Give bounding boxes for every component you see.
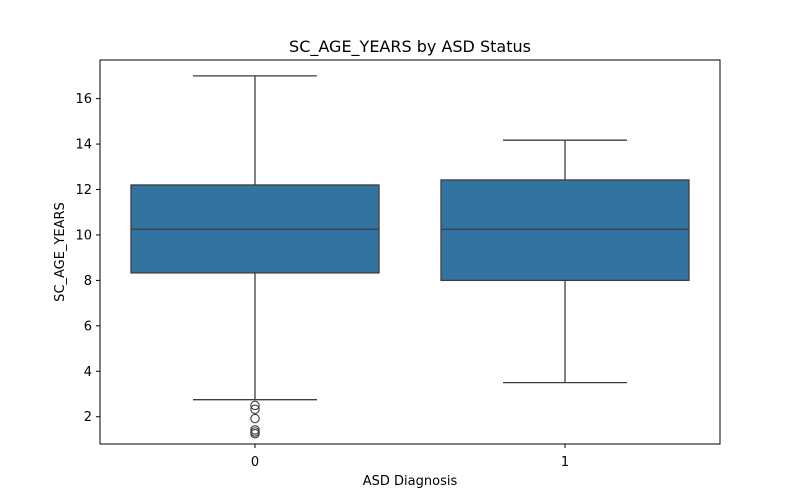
y-tick-label: 4	[84, 365, 92, 380]
outlier-point	[250, 400, 260, 411]
y-tick-label: 10	[75, 228, 92, 243]
y-tick-label: 8	[84, 274, 92, 289]
y-axis-label: SC_AGE_YEARS	[53, 202, 68, 302]
y-tick-label: 14	[75, 138, 92, 153]
x-tick-label: 0	[251, 455, 259, 470]
box-group-0	[130, 75, 380, 439]
y-tick-label: 6	[84, 319, 92, 334]
chart-title: SC_AGE_YEARS by ASD Status	[289, 37, 531, 57]
x-tick-label: 1	[561, 455, 569, 470]
outlier-point	[250, 413, 260, 424]
y-axis: 2 4 6 8 10 12 14 16	[75, 92, 100, 425]
y-tick-label: 2	[84, 410, 92, 425]
plot-area	[130, 75, 690, 439]
plot-frame	[99, 59, 721, 445]
iqr-box	[440, 179, 690, 282]
box-group-1	[440, 139, 690, 384]
x-axis-label: ASD Diagnosis	[363, 474, 458, 489]
outlier-point	[250, 427, 260, 437]
y-tick-label: 12	[75, 183, 92, 198]
y-tick-label: 16	[75, 92, 92, 107]
outlier-point	[250, 404, 260, 414]
outlier-point	[250, 429, 260, 439]
